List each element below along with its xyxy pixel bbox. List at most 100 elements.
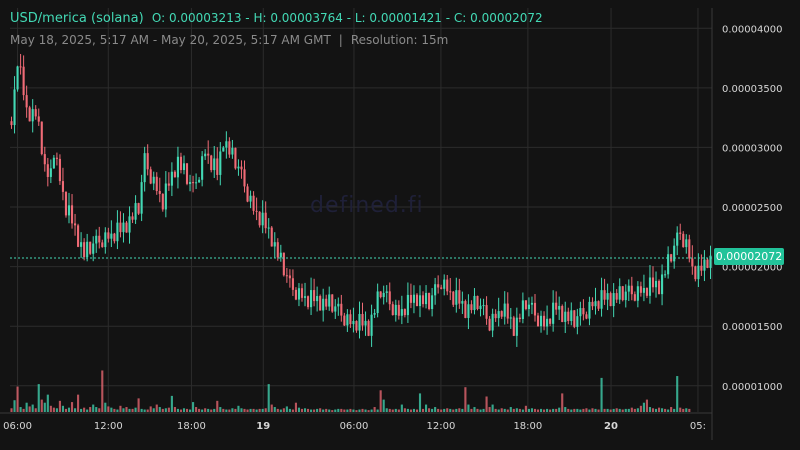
volume-bar [358, 409, 361, 412]
volume-bar [645, 399, 649, 412]
candle-body [270, 227, 273, 247]
candle-body [418, 295, 422, 307]
volume-bar [352, 409, 355, 412]
candle-body [70, 205, 74, 224]
volume-bar [73, 408, 77, 412]
volume-bar [349, 408, 352, 412]
volume-bar [291, 409, 294, 412]
volume-bar [219, 407, 222, 412]
volume-bar [494, 408, 497, 412]
volume-bar [679, 407, 682, 412]
volume-bar [503, 408, 506, 412]
volume-bar [367, 410, 370, 412]
y-tick-label: 0.00002000 [722, 263, 782, 274]
candle-body [122, 222, 125, 233]
volume-bar [98, 408, 101, 412]
volume-bar [688, 408, 691, 412]
volume-bar [603, 408, 606, 412]
volume-bar [270, 404, 273, 412]
volume-bar [31, 404, 34, 412]
candle-body [110, 233, 113, 239]
candle-body [134, 203, 137, 220]
candle-body [328, 294, 331, 307]
volume-bar [394, 408, 397, 412]
volume-bar [591, 408, 594, 412]
candle-body [673, 245, 676, 262]
candle-body [606, 293, 609, 300]
volume-bar [192, 402, 195, 412]
candle-body [573, 310, 576, 327]
candle-body [337, 303, 340, 307]
candle-body [546, 318, 549, 327]
volume-bar [319, 408, 322, 412]
volume-bar [573, 408, 576, 412]
candle-body [219, 151, 222, 175]
candle-body [140, 182, 143, 214]
volume-bar [621, 409, 624, 412]
candle-body [22, 66, 25, 96]
candle-body [539, 315, 543, 327]
candle-body [125, 222, 128, 233]
candle-body [334, 306, 337, 312]
volume-bar [521, 409, 524, 412]
volume-bar [80, 408, 83, 412]
candle-body [473, 295, 476, 311]
volume-bar [110, 407, 113, 412]
candle-body [137, 203, 140, 214]
volume-bar [582, 408, 585, 412]
candle-body [555, 302, 558, 310]
volume-bar [651, 408, 655, 412]
candle-body [530, 302, 534, 305]
volume-bar [543, 409, 546, 412]
volume-bar [418, 393, 422, 412]
volume-bar [255, 409, 258, 412]
candle-body [434, 284, 437, 296]
candle-body [258, 211, 261, 226]
volume-bar [421, 408, 425, 412]
candle-body [86, 241, 89, 258]
candle-body [355, 321, 358, 331]
candle-body [682, 233, 685, 248]
candle-body [488, 318, 491, 331]
chart-header: USD/merica (solana) O: 0.00003213 - H: 0… [10, 11, 543, 26]
candle-body [424, 292, 428, 305]
volume-bar [101, 370, 104, 412]
candle-body [612, 293, 615, 307]
volume-bar [403, 408, 406, 412]
candle-body [376, 291, 379, 314]
volume-bar [149, 406, 152, 412]
volume-bar [373, 407, 376, 412]
candle-body [261, 212, 264, 226]
candle-body [340, 303, 343, 316]
candle-body [231, 147, 234, 155]
volume-bar [140, 408, 143, 412]
candle-body [703, 259, 706, 271]
volume-bar [216, 400, 219, 412]
volume-bar [185, 408, 189, 412]
volume-bar [28, 406, 31, 412]
volume-bar [524, 405, 527, 412]
candle-body [346, 314, 349, 326]
candle-body [207, 153, 210, 156]
candle-body [594, 301, 597, 307]
open-label: O: [151, 11, 166, 25]
volume-bar [409, 409, 412, 412]
candle-body [306, 296, 310, 308]
candle-body [158, 191, 161, 194]
x-tick-label: 12:00 [94, 421, 123, 432]
candle-body [470, 304, 473, 311]
candle-body [461, 301, 464, 304]
volume-bar [49, 405, 52, 412]
volume-bar [228, 409, 231, 412]
candle-body [648, 277, 652, 296]
candle-body [49, 168, 52, 177]
candle-body [173, 171, 176, 178]
candle-body [40, 121, 43, 155]
candle-body [409, 294, 412, 303]
candle-body [630, 285, 633, 295]
volume-bar [639, 405, 642, 412]
volume-bar [155, 404, 158, 412]
volume-bar [685, 408, 688, 412]
candle-body [322, 298, 325, 311]
